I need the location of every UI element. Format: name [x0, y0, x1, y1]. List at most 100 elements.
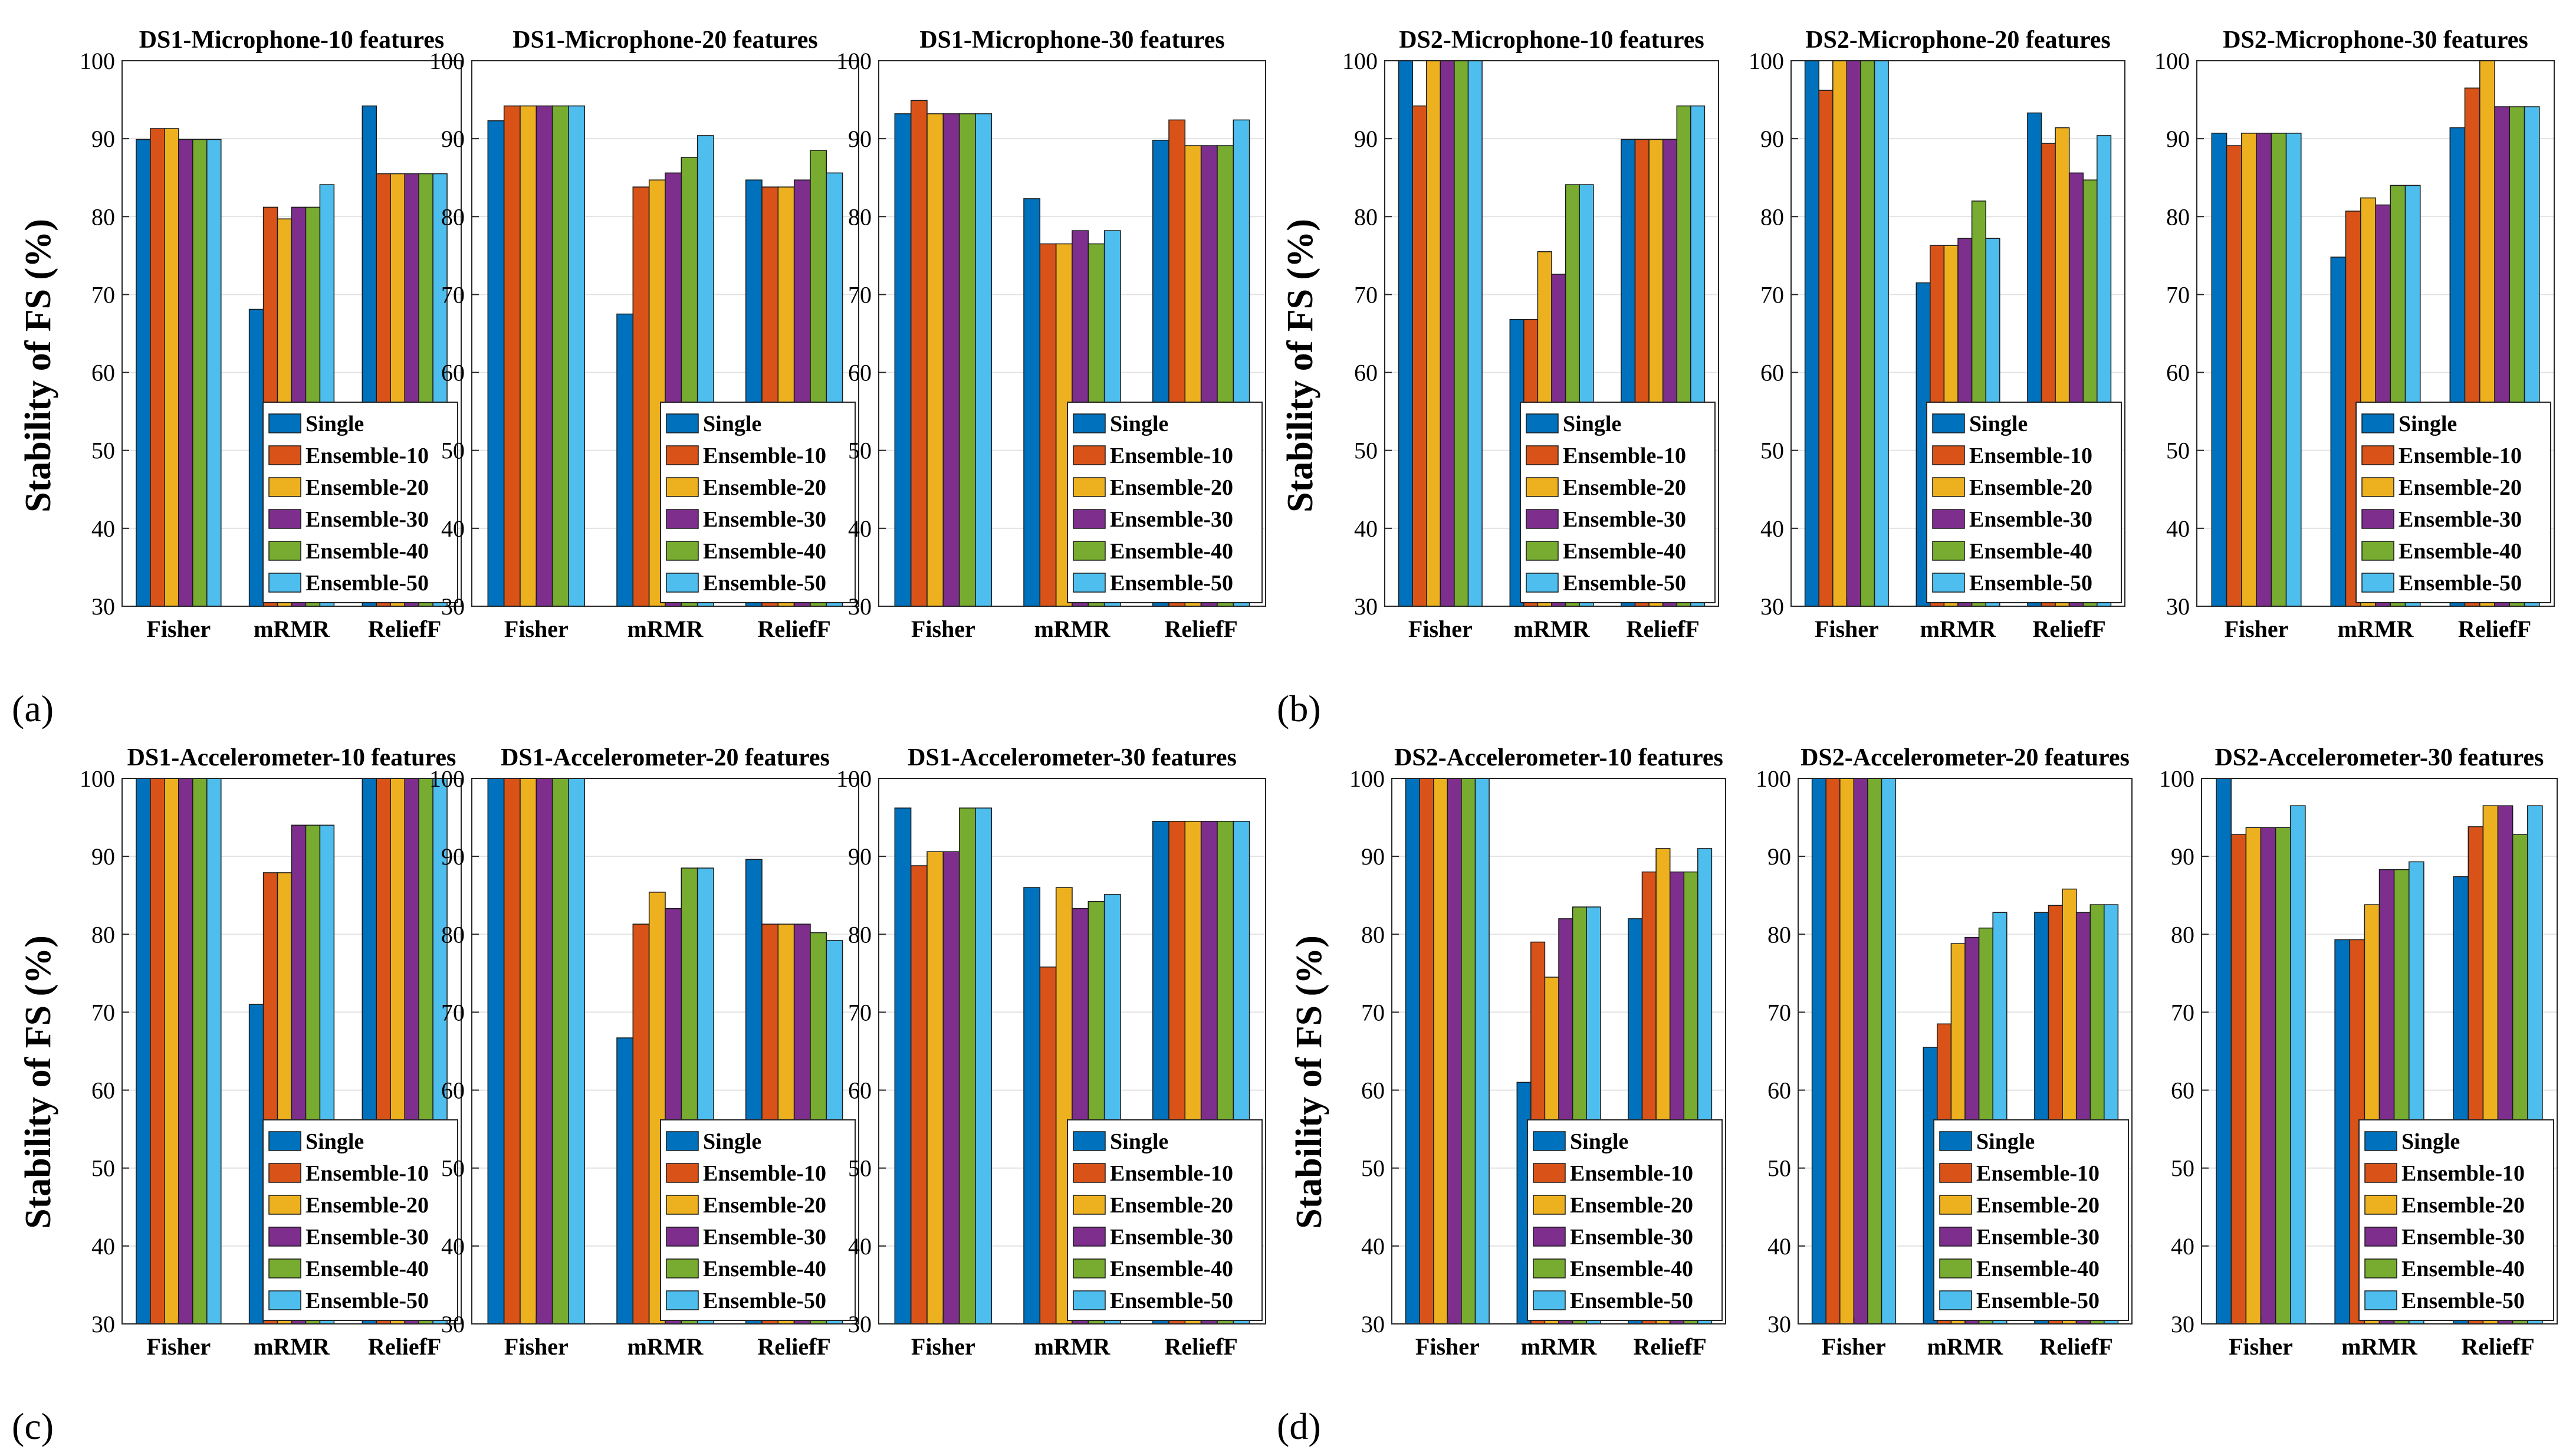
legend-swatch	[666, 1163, 699, 1183]
legend: Single Ensemble-10 Ensemble-20 Ensemble-30 E…	[1520, 402, 1716, 603]
y-tick-label: 90	[1361, 843, 1385, 870]
y-tick-label: 70	[2166, 281, 2190, 308]
bar-fisher-ensemble-30	[1447, 778, 1462, 1324]
y-tick-label: 60	[1767, 1077, 1791, 1104]
axes-frame	[878, 60, 1266, 607]
y-tick-label: 100	[80, 48, 115, 74]
bar-fisher-ensemble-10	[150, 778, 165, 1324]
y-tick-label: 70	[1361, 999, 1385, 1026]
y-tick-label: 100	[836, 48, 872, 74]
legend-swatch	[1939, 1258, 1972, 1278]
legend-entry: Ensemble-10	[1976, 1161, 2100, 1186]
bar-fisher-ensemble-20	[926, 113, 944, 607]
legend-swatch	[268, 1131, 301, 1151]
subplot-title: DS1-Microphone-20 features	[512, 27, 818, 54]
legend-swatch	[2364, 1163, 2397, 1183]
y-tick-label: 40	[441, 1233, 465, 1260]
bar-fisher-ensemble-40	[1461, 778, 1476, 1324]
legend-swatch	[1073, 1227, 1106, 1247]
y-tick-label: 60	[441, 1077, 465, 1104]
subplot-1: 30 40 50 60 70 80 90 100 Fisher mRMR ReliefF DS1-Mi…	[80, 27, 462, 642]
y-tick-label: 90	[91, 843, 115, 870]
bar-fisher-ensemble-10	[2226, 145, 2242, 607]
subplot-8: 30 40 50 60 70 80 90 100 Fisher mRMR ReliefF DS1-Ac…	[429, 744, 859, 1360]
legend-swatch	[1526, 541, 1559, 561]
legend-swatch	[2364, 1290, 2397, 1310]
y-tick-label: 40	[2166, 515, 2190, 542]
legend: Single Ensemble-10 Ensemble-20 Ensemble-30 E…	[262, 1119, 458, 1321]
subplot-4: 30 40 50 60 70 80 90 100 Fisher mRMR ReliefF DS2-Mi…	[1342, 27, 1719, 642]
bar-fisher-ensemble-10	[2230, 834, 2247, 1324]
y-tick-label: 60	[2166, 360, 2190, 386]
x-tick-label-mrmr: mRMR	[254, 1333, 330, 1360]
legend-swatch	[268, 1195, 301, 1215]
legend-entry: Ensemble-30	[305, 1225, 429, 1250]
y-axis-label-c: Stability of FS (%)	[18, 935, 58, 1229]
y-tick-label: 80	[2166, 203, 2190, 230]
y-tick-label: 30	[441, 1311, 465, 1337]
y-tick-label: 50	[1361, 1155, 1385, 1182]
bar-fisher-single	[894, 113, 912, 607]
bar-fisher-single	[136, 778, 151, 1324]
legend-swatch	[1073, 1131, 1106, 1151]
y-tick-label: 90	[2171, 843, 2194, 870]
axes-frame	[121, 60, 462, 607]
legend-swatch	[1073, 1258, 1106, 1278]
axes-frame	[471, 60, 859, 607]
legend-swatch	[2361, 477, 2394, 497]
y-tick-label: 50	[91, 1155, 115, 1182]
y-tick-label: 60	[848, 1077, 872, 1104]
y-tick-label: 60	[2171, 1077, 2194, 1104]
x-tick-label-fisher: Fisher	[2225, 616, 2289, 642]
bar-mrmr-ensemble-10	[1039, 967, 1057, 1324]
bar-fisher-ensemble-20	[1839, 778, 1855, 1324]
bar-fisher-ensemble-10	[1825, 778, 1841, 1324]
legend-swatch	[1073, 541, 1106, 561]
x-tick-label-relieff: ReliefF	[757, 1333, 830, 1360]
x-tick-label-mrmr: mRMR	[1920, 616, 1997, 642]
subplot-title: DS1-Accelerometer-20 features	[501, 744, 830, 771]
legend-entry: Ensemble-30	[1110, 507, 1233, 532]
legend: Single Ensemble-10 Ensemble-20 Ensemble-30 E…	[1067, 1119, 1263, 1321]
y-tick-label: 40	[1361, 1233, 1385, 1260]
legend-swatch	[666, 413, 699, 433]
bar-fisher-ensemble-20	[520, 778, 537, 1324]
legend-entry: Ensemble-50	[2401, 1289, 2525, 1313]
y-tick-label: 40	[441, 515, 465, 542]
legend-entry: Single	[1110, 1129, 1168, 1154]
y-tick-label: 80	[441, 203, 465, 230]
legend-swatch	[666, 477, 699, 497]
x-tick-label-mrmr: mRMR	[254, 616, 330, 642]
x-tick-label-mrmr: mRMR	[1514, 616, 1591, 642]
legend-swatch	[1073, 573, 1106, 593]
bar-fisher-ensemble-50	[1881, 778, 1896, 1324]
legend-swatch	[2361, 541, 2394, 561]
legend-entry: Ensemble-50	[1563, 571, 1686, 596]
subplot-7: 30 40 50 60 70 80 90 100 Fisher mRMR ReliefF DS1-Ac…	[80, 744, 462, 1360]
legend-entry: Ensemble-50	[1110, 571, 1233, 596]
bar-fisher-ensemble-20	[1433, 778, 1448, 1324]
axes-frame	[1391, 778, 1726, 1324]
legend-entry: Ensemble-50	[2399, 571, 2522, 596]
y-tick-label: 90	[441, 126, 465, 152]
y-tick-label: 40	[91, 1233, 115, 1260]
legend-swatch	[666, 1131, 699, 1151]
y-tick-label: 70	[1760, 281, 1784, 308]
bar-fisher-single	[2216, 778, 2232, 1324]
axes-frame	[2196, 60, 2555, 607]
legend-swatch	[268, 1227, 301, 1247]
legend-entry: Ensemble-40	[2401, 1257, 2525, 1281]
bar-mrmr-single	[248, 1004, 264, 1324]
bar-fisher-ensemble-40	[958, 113, 976, 607]
legend-swatch	[2361, 413, 2394, 433]
bar-fisher-ensemble-50	[2285, 133, 2302, 607]
subplot-title: DS2-Microphone-30 features	[2223, 27, 2528, 54]
axes-frame	[1798, 778, 2133, 1324]
y-tick-label: 80	[1767, 921, 1791, 948]
bar-fisher-single	[487, 778, 505, 1324]
y-tick-label: 100	[836, 765, 872, 792]
y-tick-label: 50	[2171, 1155, 2194, 1182]
y-tick-label: 30	[441, 593, 465, 620]
x-tick-label-fisher: Fisher	[504, 1333, 569, 1360]
